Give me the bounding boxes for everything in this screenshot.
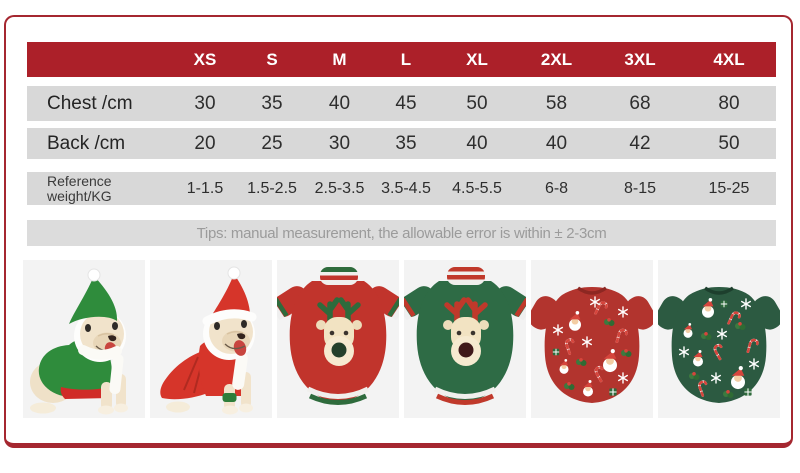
back-row: Back /cm 20 25 30 35 40 40 42 50 (27, 128, 776, 159)
size-col-header-xs: XS (193, 49, 217, 69)
chest-value: 80 (718, 92, 740, 114)
chest-value: 58 (545, 92, 568, 114)
dog-in-green-elf-hoodie-photo (23, 260, 145, 418)
size-col-header-l: L (400, 49, 412, 69)
back-value: 42 (629, 132, 651, 154)
back-value: 40 (466, 132, 488, 154)
back-row-label: Back /cm (47, 132, 126, 154)
back-value: 40 (545, 132, 568, 154)
back-value: 35 (395, 132, 417, 154)
chest-row-label: Chest /cm (47, 92, 133, 114)
weight-value: 8-15 (623, 179, 657, 197)
dog-red-santa-illustration (160, 266, 257, 415)
chest-value: 35 (261, 92, 283, 114)
red-reindeer-sweater-illustration (277, 267, 399, 405)
chest-value: 50 (466, 92, 488, 114)
product-photos-strip (23, 260, 780, 418)
size-col-header-xl: XL (466, 49, 488, 69)
weight-value: 4.5-5.5 (452, 179, 502, 197)
weight-value: 3.5-4.5 (381, 179, 431, 197)
size-col-header-s: S (266, 49, 278, 69)
back-value: 50 (718, 132, 740, 154)
size-col-header-m: M (332, 49, 347, 69)
weight-value: 15-25 (708, 179, 750, 197)
back-value: 25 (261, 132, 283, 154)
red-frame-border (4, 15, 793, 448)
size-col-header-3xl: 3XL (624, 49, 656, 69)
weight-label-line2: weight/KG (47, 187, 112, 204)
size-col-header-4xl: 4XL (713, 49, 745, 69)
weight-value: 2.5-3.5 (314, 179, 365, 197)
weight-value: 6-8 (544, 179, 569, 197)
weight-label-line1: Reference (47, 172, 112, 189)
size-table: XS S M L XL 2XL 3XL 4XL Chest /cm 30 35 … (27, 42, 776, 246)
green-christmas-print-shirt-photo (658, 260, 780, 418)
chest-row: Chest /cm 30 35 40 45 50 58 68 80 (27, 86, 776, 121)
green-reindeer-sweater-illustration (404, 267, 526, 405)
chest-value: 45 (395, 92, 417, 114)
chest-value: 40 (328, 92, 351, 114)
weight-value: 1.5-2.5 (247, 179, 297, 197)
back-value: 30 (328, 132, 351, 154)
weight-value: 1-1.5 (186, 179, 224, 197)
green-print-shirt-illustration (658, 286, 780, 403)
weight-row-label: Reference weight/KG (27, 172, 172, 204)
tips-note: Tips: manual measurement, the allowable … (27, 220, 776, 246)
size-col-header-2xl: 2XL (540, 49, 573, 69)
red-print-shirt-illustration (531, 286, 653, 403)
back-value: 20 (194, 132, 216, 154)
size-header-row: XS S M L XL 2XL 3XL 4XL (27, 42, 776, 77)
green-reindeer-fleece-sweater-photo (404, 260, 526, 418)
red-christmas-print-shirt-photo (531, 260, 653, 418)
chest-value: 30 (194, 92, 216, 114)
chest-value: 68 (629, 92, 651, 114)
dog-in-red-santa-dress-photo (150, 260, 272, 418)
weight-row: Reference weight/KG 1-1.5 1.5-2.5 2.5-3.… (27, 172, 776, 205)
dog-green-elf-illustration (30, 268, 128, 415)
red-reindeer-fleece-sweater-photo (277, 260, 399, 418)
